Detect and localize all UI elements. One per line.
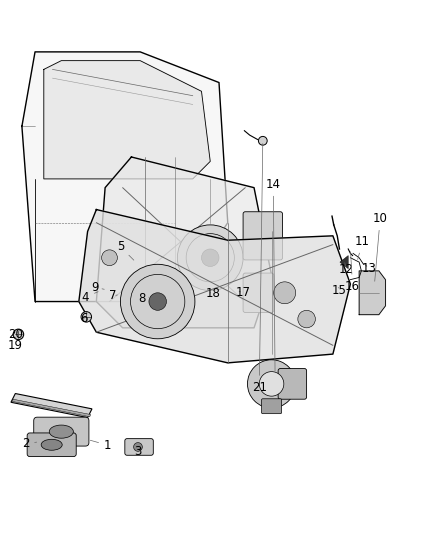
Polygon shape <box>79 209 350 363</box>
FancyBboxPatch shape <box>27 433 76 457</box>
Circle shape <box>120 264 195 339</box>
Text: 21: 21 <box>252 143 267 394</box>
Polygon shape <box>22 52 228 302</box>
Text: 19: 19 <box>8 334 23 352</box>
Text: 10: 10 <box>373 212 388 281</box>
FancyBboxPatch shape <box>243 273 274 312</box>
Polygon shape <box>359 271 385 314</box>
Text: 12: 12 <box>339 263 353 276</box>
Text: 15: 15 <box>332 284 347 297</box>
Ellipse shape <box>49 425 74 438</box>
Circle shape <box>81 312 92 322</box>
Polygon shape <box>340 255 348 269</box>
Ellipse shape <box>41 439 62 450</box>
Text: 8: 8 <box>139 292 149 304</box>
FancyBboxPatch shape <box>125 439 153 455</box>
Circle shape <box>298 310 315 328</box>
Polygon shape <box>96 157 272 328</box>
Circle shape <box>149 293 166 310</box>
Text: 11: 11 <box>355 235 370 260</box>
Text: 6: 6 <box>80 312 88 325</box>
Text: 5: 5 <box>117 240 134 260</box>
Circle shape <box>177 225 243 290</box>
FancyBboxPatch shape <box>278 368 307 399</box>
Circle shape <box>259 372 284 396</box>
Text: 18: 18 <box>206 287 221 300</box>
Circle shape <box>274 282 296 304</box>
Text: 9: 9 <box>92 281 104 294</box>
Polygon shape <box>12 399 91 417</box>
FancyBboxPatch shape <box>243 212 283 260</box>
Circle shape <box>201 249 219 266</box>
Circle shape <box>134 442 142 451</box>
Text: 1: 1 <box>90 439 112 451</box>
Circle shape <box>102 250 117 265</box>
Circle shape <box>258 136 267 145</box>
Text: 17: 17 <box>236 286 251 300</box>
Polygon shape <box>11 393 92 418</box>
FancyBboxPatch shape <box>261 399 282 414</box>
Text: 13: 13 <box>361 262 376 274</box>
Wedge shape <box>247 360 296 408</box>
Text: 20: 20 <box>8 328 23 341</box>
Text: 16: 16 <box>345 252 360 293</box>
FancyBboxPatch shape <box>34 417 89 446</box>
Text: 3: 3 <box>134 445 141 458</box>
Text: 14: 14 <box>266 177 281 371</box>
Text: 2: 2 <box>21 438 37 450</box>
Polygon shape <box>44 61 210 179</box>
Text: 7: 7 <box>109 289 117 302</box>
Text: 4: 4 <box>81 290 98 304</box>
Circle shape <box>13 329 24 340</box>
